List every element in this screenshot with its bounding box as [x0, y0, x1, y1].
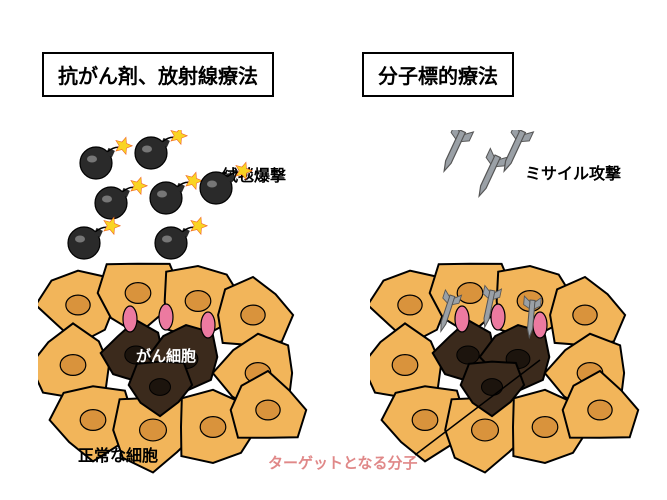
cell-cluster-right — [370, 245, 650, 485]
normal-cell-nucleus — [256, 400, 280, 420]
target-caption: ターゲットとなる分子 — [268, 452, 418, 473]
bomb-icon — [200, 162, 252, 204]
right-title-box: 分子標的療法 — [362, 52, 514, 97]
cancer-cell-label: がん細胞 — [136, 345, 196, 366]
target-molecule-marker — [533, 312, 547, 338]
normal-cell-nucleus — [60, 355, 86, 376]
missiles-flying — [420, 130, 620, 240]
normal-cell-nucleus — [125, 283, 151, 304]
normal-cell-nucleus — [241, 305, 265, 325]
normal-cell-nucleus — [573, 305, 597, 325]
cancer-cell-nucleus — [150, 379, 171, 396]
cancer-cell-nucleus — [482, 379, 503, 396]
bomb-icon — [135, 130, 187, 169]
normal-cell-label: 正常な細胞 — [78, 442, 158, 466]
bomb-icon — [80, 137, 132, 179]
target-molecule-marker — [201, 312, 215, 338]
target-molecule-marker — [123, 306, 137, 332]
right-panel — [370, 130, 650, 460]
normal-cell-nucleus — [200, 417, 226, 438]
missile-icon — [435, 130, 473, 175]
target-molecule-marker — [455, 306, 469, 332]
target-molecule-marker — [159, 304, 173, 330]
normal-cell-nucleus — [588, 400, 612, 420]
normal-cell-nucleus — [185, 291, 211, 312]
left-title-box: 抗がん剤、放射線療法 — [42, 52, 274, 97]
normal-cell-nucleus — [398, 295, 422, 315]
normal-cell-nucleus — [472, 419, 499, 441]
right-title: 分子標的療法 — [378, 66, 498, 88]
normal-cell-nucleus — [532, 417, 558, 438]
normal-cell-nucleus — [80, 410, 106, 431]
cancer-cell-nucleus — [457, 346, 479, 364]
bomb-icon — [95, 177, 147, 219]
normal-cell-nucleus — [140, 419, 167, 441]
normal-cell-nucleus — [412, 410, 438, 431]
target-molecule-marker — [491, 304, 505, 330]
left-panel — [38, 130, 318, 460]
bomb-icon — [150, 172, 202, 214]
normal-cell-nucleus — [457, 283, 483, 304]
missile-icon — [470, 148, 508, 200]
normal-cell-nucleus — [392, 355, 418, 376]
left-title: 抗がん剤、放射線療法 — [58, 66, 258, 88]
normal-cell-nucleus — [66, 295, 90, 315]
missile-icon — [495, 130, 533, 175]
